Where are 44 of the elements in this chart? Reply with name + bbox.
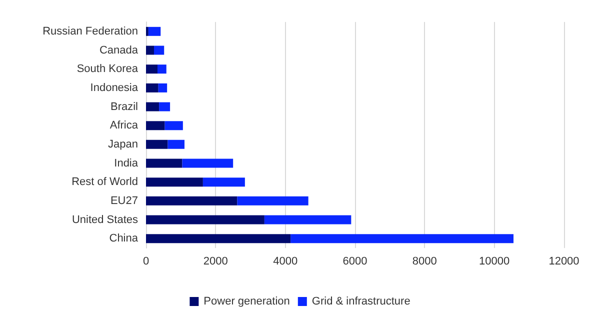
bar <box>146 121 165 130</box>
bar <box>146 83 158 92</box>
bar <box>146 234 291 244</box>
bar <box>202 178 245 187</box>
bar <box>164 121 183 130</box>
bar <box>148 26 161 36</box>
legend-label: Power generation <box>204 296 290 308</box>
legend-label: Grid & infrastructure <box>312 296 410 308</box>
y-tick-label: United States <box>72 214 138 226</box>
y-tick-label: Indonesia <box>90 82 139 94</box>
bar <box>264 215 352 224</box>
bar <box>159 102 170 112</box>
x-tick-label: 8000 <box>412 256 437 268</box>
y-tick-label: India <box>114 157 139 170</box>
bar <box>154 46 164 55</box>
bar <box>146 64 158 74</box>
bar <box>237 196 308 206</box>
bar <box>158 83 168 92</box>
bar <box>182 158 234 168</box>
x-tick-label: 4000 <box>273 256 298 268</box>
bar <box>146 178 203 187</box>
y-tick-label: Africa <box>110 120 139 132</box>
bar <box>146 215 264 224</box>
y-tick-label: Canada <box>99 44 139 56</box>
bar <box>146 46 154 55</box>
y-tick-label: China <box>109 232 139 245</box>
bar <box>146 102 160 112</box>
y-tick-label: Russian Federation <box>42 25 138 38</box>
x-tick-label: 12000 <box>548 256 580 268</box>
y-tick-label: Japan <box>108 138 138 150</box>
x-tick-label: 10000 <box>479 256 510 268</box>
y-tick-label: Rest of World <box>72 176 138 188</box>
bar <box>146 196 238 206</box>
bar <box>157 64 166 74</box>
bar <box>290 234 514 244</box>
bar <box>146 140 168 149</box>
bar <box>146 158 182 168</box>
y-tick-label: Brazil <box>110 100 138 113</box>
y-tick-label: South Korea <box>76 63 139 76</box>
x-tick-label: 6000 <box>342 256 368 268</box>
bar <box>168 140 184 149</box>
x-tick-label: 2000 <box>203 256 228 268</box>
x-tick-label: 0 <box>142 256 150 268</box>
y-tick-label: EU27 <box>110 194 138 207</box>
